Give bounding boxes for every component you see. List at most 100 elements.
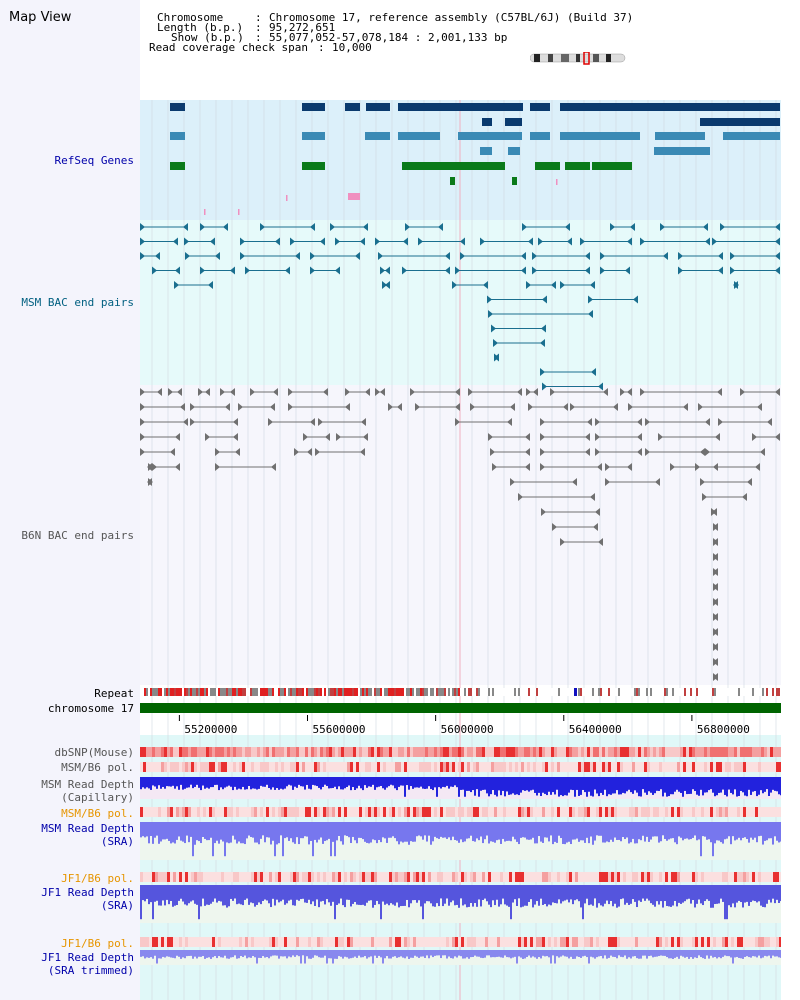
dbsnp-heat [653,747,656,757]
jf1-b6-pol-heat-2 [695,937,698,947]
jf1-depth-trimmed-bar [296,950,298,956]
track-label-jf1-read-depth-trimmed[interactable]: JF1 Read Depth (SRA trimmed) [41,951,134,977]
msm-bac-end [640,237,645,246]
jf1-b6-pol-heat-2 [521,937,524,947]
repeat-segment [610,688,612,696]
msm-b6-pol-heat-2 [359,807,362,817]
msm-depth-capillary-bar [598,777,600,797]
msm-depth-capillary-bar [532,777,534,790]
show-label: Show (b.p.) [171,31,244,44]
b6n-bac-end [225,403,230,411]
repeat-segment [596,688,598,696]
jf1-depth-trimmed-bar [356,950,358,958]
msm-b6-pol-heat-2 [344,807,347,817]
jf1-b6-pol-heat-1 [182,872,185,882]
jf1-depth-sra-bar [214,885,216,899]
msm-depth-capillary-bar [334,777,336,787]
jf1-depth-sra-bar [402,885,404,906]
msm-b6-pol-heat-2 [770,807,773,817]
track-label-jf1-read-depth-sra[interactable]: JF1 Read Depth (SRA) [41,886,134,912]
dbsnp-heat [167,747,170,757]
jf1-b6-pol-heat-2 [479,937,482,947]
ideogram-position-marker[interactable] [583,52,590,65]
jf1-depth-sra-bar [296,885,298,900]
b6n-bac-end [540,448,545,456]
track-label-msm-b6-pol-1[interactable]: MSM/B6 pol. [61,761,134,774]
gene-feature [458,132,522,140]
dbsnp-heat [776,747,779,757]
jf1-depth-trimmed-bar [634,950,636,957]
jf1-depth-trimmed-bar [378,950,380,956]
jf1-b6-pol-heat-1 [308,872,311,882]
track-label-b6n-bac[interactable]: B6N BAC end pairs [21,529,134,542]
msm-depth-sra-bar [756,822,758,843]
msm-b6-pol-heat-2 [710,807,713,817]
gene-feature [740,132,780,140]
msm-depth-capillary-bar [176,777,178,787]
repeat-segment [318,688,320,696]
jf1-b6-pol-heat-2 [419,937,422,947]
msm-depth-capillary-bar [462,777,464,790]
track-label-jf1-b6-pol-1[interactable]: JF1/B6 pol. [61,872,134,885]
msm-depth-sra-bar [594,822,596,841]
jf1-depth-trimmed-bar [548,950,550,958]
msm-depth-capillary-bar [498,777,500,791]
repeat-segment [520,688,522,696]
jf1-depth-trimmed-bar [714,950,716,957]
msm-depth-sra-bar [452,822,454,837]
jf1-depth-sra-bar [632,885,634,900]
jf1-depth-trimmed-bar [754,950,756,957]
msm-depth-sra-bar [436,822,438,839]
track-label-msm-read-depth-capillary[interactable]: MSM Read Depth (Capillary) [41,778,134,804]
track-label-jf1-b6-pol-2[interactable]: JF1/B6 pol. [61,937,134,950]
msm-depth-capillary-bar [388,777,390,787]
msm-depth-sra-bar [642,822,644,836]
jf1-depth-sra-bar [422,885,424,920]
msm-depth-sra-bar [396,822,398,842]
msm-depth-capillary-bar [400,777,402,786]
b6n-bac-end [525,463,530,471]
jf1-depth-trimmed-bar [260,950,262,958]
repeat-segment [160,688,162,696]
jf1-depth-sra-bar [550,885,552,906]
jf1-b6-pol-heat-1 [218,872,221,882]
repeat-segment [594,688,596,696]
msm-depth-sra-bar [378,822,380,840]
msm-depth-capillary-bar [610,777,612,795]
gene-feature [723,132,740,140]
msm-bac-end [528,237,533,246]
msm-bac-end [455,266,460,275]
dbsnp-heat [674,747,677,757]
track-label-msm-bac[interactable]: MSM BAC end pairs [21,296,134,309]
track-label-msm-read-depth-sra[interactable]: MSM Read Depth (SRA) [41,822,134,848]
jf1-b6-pol-heat-2 [758,937,761,947]
jf1-depth-sra-bar [282,885,284,900]
msm-b6-pol-heat-2 [413,807,416,817]
msm-b6-pol-heat-2 [476,807,479,817]
repeat-segment [146,688,148,696]
jf1-depth-sra-bar [432,885,434,907]
track-label-dbsnp[interactable]: dbSNP(Mouse) [54,746,134,759]
msm-bac-end [526,281,531,289]
msm-b6-pol-heat-1 [149,762,152,772]
repeat-segment [268,688,270,696]
track-canvas[interactable]: 55200000 55600000 56000000 56400000 56800000 [140,95,781,1000]
msm-depth-sra-bar [158,822,160,844]
msm-b6-pol-heat-1 [215,762,218,772]
jf1-depth-trimmed-bar [346,950,348,958]
track-label-refseq[interactable]: RefSeq Genes [54,154,134,167]
b6n-bac-end [755,463,760,471]
track-label-msm-b6-pol-2[interactable]: MSM/B6 pol. [61,807,134,820]
msm-b6-pol-heat-2 [668,807,671,817]
jf1-depth-sra-bar [616,885,618,908]
jf1-b6-pol-heat-2 [416,937,419,947]
msm-depth-sra-bar [188,822,190,843]
jf1-depth-sra-bar [522,885,524,907]
b6n-bac-end [490,448,495,456]
repeat-segment [338,688,340,696]
msm-depth-sra-bar [524,822,526,838]
jf1-b6-pol-heat-1 [536,872,539,882]
repeat-segment [584,688,586,696]
chromosome-ideogram[interactable] [530,52,630,66]
b6n-bac-end [715,433,720,441]
